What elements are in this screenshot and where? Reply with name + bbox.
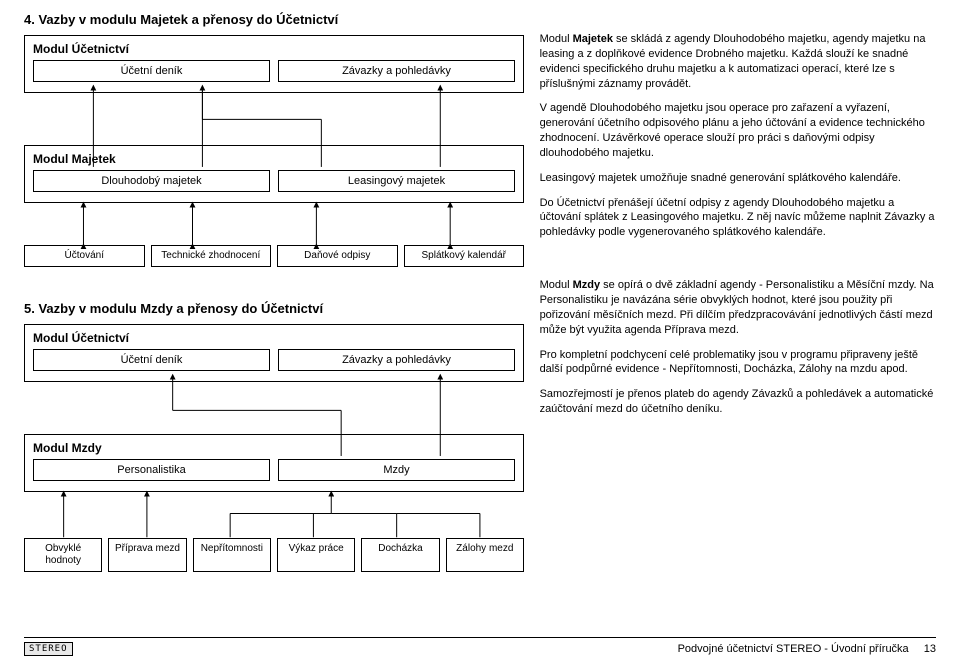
footer-page-number: 13 <box>924 643 936 655</box>
module-mzdy-title: Modul Mzdy <box>33 441 515 455</box>
module-ucetnictvi-4-title: Modul Účetnictví <box>33 42 515 56</box>
module-majetek-title: Modul Majetek <box>33 152 515 166</box>
module-ucetnictvi-5: Modul Účetnictví Účetní deník Závazky a … <box>24 324 524 382</box>
section5-bottom-row: Obvyklé hodnoty Příprava mezd Nepřítomno… <box>24 538 524 572</box>
txt: Modul <box>540 279 573 291</box>
section5-title: 5. Vazby v modulu Mzdy a přenosy do Účet… <box>24 301 520 316</box>
section4-title: 4. Vazby v modulu Majetek a přenosy do Ú… <box>24 12 520 27</box>
section4-para4: Do Účetnictví přenášejí účetní odpisy z … <box>540 196 936 241</box>
page-footer: STEREO Podvojné účetnictví STEREO - Úvod… <box>24 637 936 656</box>
section4-para3: Leasingový majetek umožňuje snadné gener… <box>540 171 936 186</box>
section5-diagram: Modul Účetnictví Účetní deník Závazky a … <box>24 324 520 584</box>
section4-para1: Modul Majetek se skládá z agendy Dlouhod… <box>540 32 936 91</box>
module-ucetnictvi-5-title: Modul Účetnictví <box>33 331 515 345</box>
left-column: 4. Vazby v modulu Majetek a přenosy do Ú… <box>24 12 520 584</box>
box-dlouhodoby-majetek: Dlouhodobý majetek <box>33 170 270 192</box>
box-technicke-zhodnoceni: Technické zhodnocení <box>151 245 272 267</box>
section4-bottom-row: Účtování Technické zhodnocení Daňové odp… <box>24 245 524 267</box>
box-ucetni-denik-4: Účetní deník <box>33 60 270 82</box>
section5-para1: Modul Mzdy se opírá o dvě základní agend… <box>540 278 936 337</box>
txt-bold: Mzdy <box>573 279 601 291</box>
txt-bold: Majetek <box>573 33 613 45</box>
box-personalistika: Personalistika <box>33 459 270 481</box>
box-dochazka: Docházka <box>361 538 439 572</box>
page-content: 4. Vazby v modulu Majetek a přenosy do Ú… <box>24 12 936 584</box>
footer-text: Podvojné účetnictví STEREO - Úvodní přír… <box>678 643 936 655</box>
module-mzdy: Modul Mzdy Personalistika Mzdy <box>24 434 524 492</box>
right-column: Modul Majetek se skládá z agendy Dlouhod… <box>540 12 936 584</box>
box-splatkovy-kalendar: Splátkový kalendář <box>404 245 525 267</box>
section4-para2: V agendě Dlouhodobého majetku jsou opera… <box>540 101 936 160</box>
box-zalohy-mezd: Zálohy mezd <box>446 538 524 572</box>
footer-logo: STEREO <box>24 642 73 656</box>
footer-label: Podvojné účetnictví STEREO - Úvodní přír… <box>678 643 909 655</box>
box-zavazky-4: Závazky a pohledávky <box>278 60 515 82</box>
box-mzdy: Mzdy <box>278 459 515 481</box>
box-leasingovy-majetek: Leasingový majetek <box>278 170 515 192</box>
box-priprava-mezd: Příprava mezd <box>108 538 186 572</box>
section4-diagram: Modul Účetnictví Účetní deník Závazky a … <box>24 35 520 283</box>
box-nepritomnosti: Nepřítomnosti <box>193 538 271 572</box>
box-danove-odpisy: Daňové odpisy <box>277 245 398 267</box>
box-uctovani: Účtování <box>24 245 145 267</box>
module-ucetnictvi-4: Modul Účetnictví Účetní deník Závazky a … <box>24 35 524 93</box>
box-obvykle-hodnoty: Obvyklé hodnoty <box>24 538 102 572</box>
section5-para3: Samozřejmostí je přenos plateb do agendy… <box>540 387 936 417</box>
txt: Modul <box>540 33 573 45</box>
box-zavazky-5: Závazky a pohledávky <box>278 349 515 371</box>
module-majetek: Modul Majetek Dlouhodobý majetek Leasing… <box>24 145 524 203</box>
box-vykaz-prace: Výkaz práce <box>277 538 355 572</box>
box-ucetni-denik-5: Účetní deník <box>33 349 270 371</box>
section5-para2: Pro kompletní podchycení celé problemati… <box>540 348 936 378</box>
